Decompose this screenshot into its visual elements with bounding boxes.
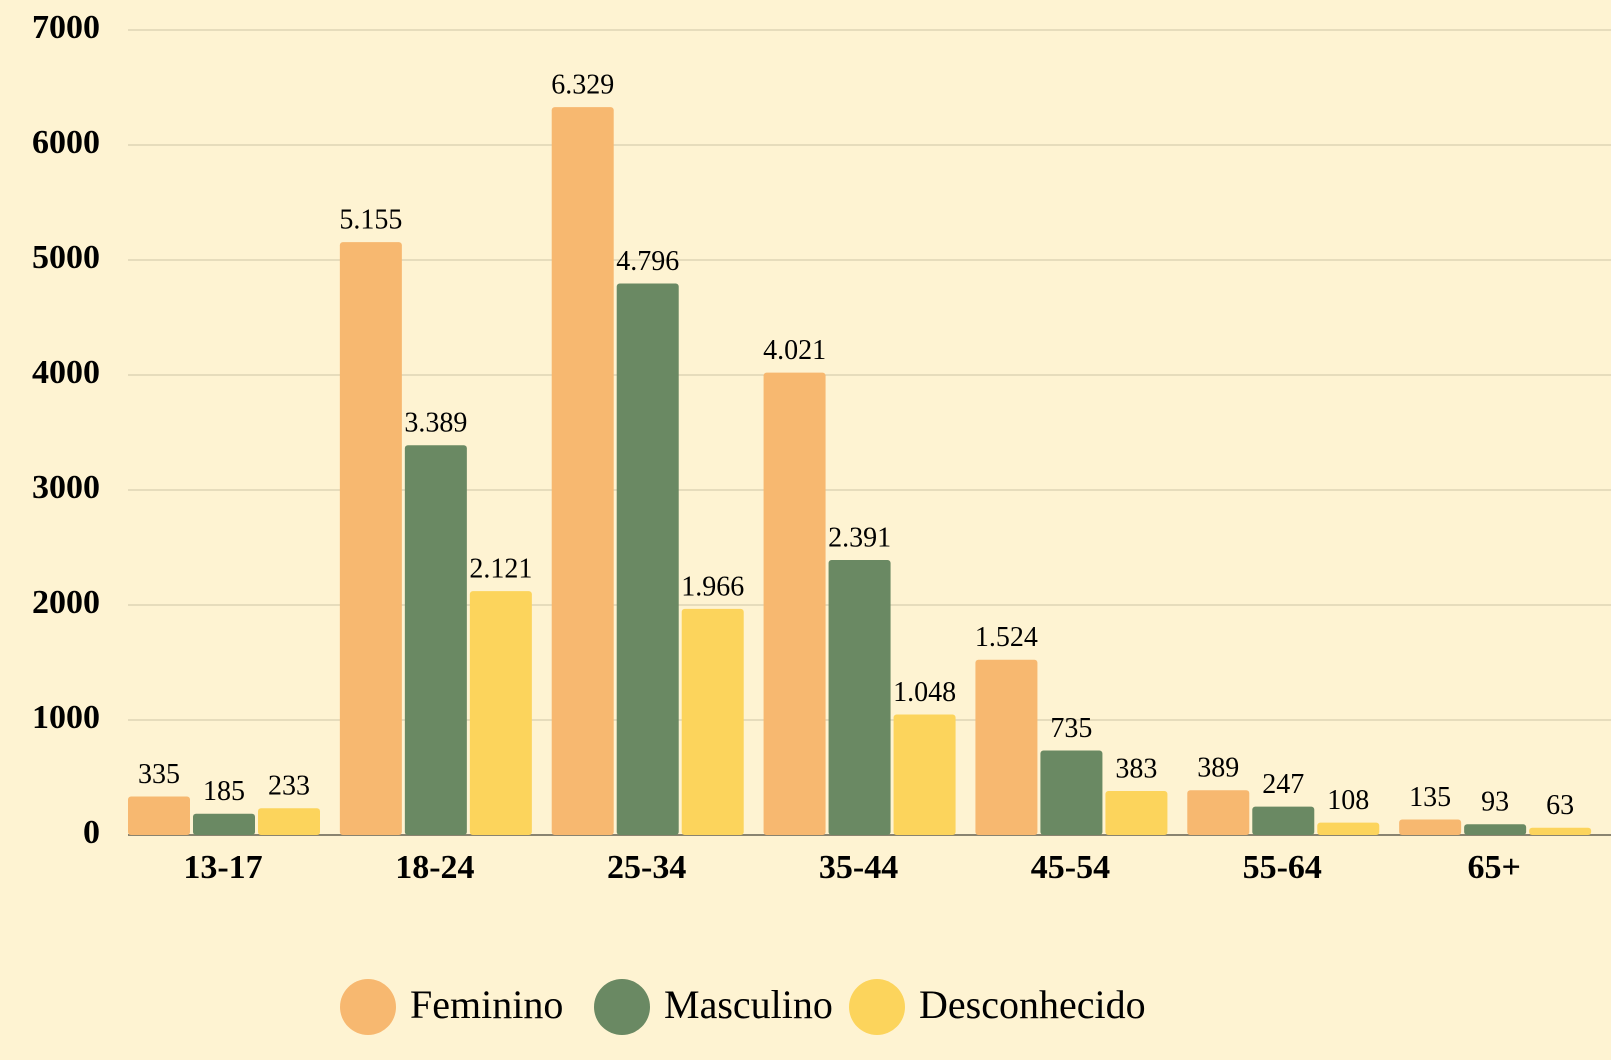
bar — [1529, 827, 1592, 835]
bar — [258, 808, 320, 835]
value-label: 735 — [1050, 713, 1092, 744]
y-tick-label: 1000 — [32, 699, 100, 736]
legend-swatch — [340, 979, 396, 1035]
value-label: 135 — [1409, 782, 1451, 813]
value-label: 389 — [1197, 753, 1239, 784]
value-label: 335 — [138, 759, 180, 790]
bar — [404, 445, 467, 835]
legend-swatch — [594, 979, 650, 1035]
value-label: 4.796 — [616, 246, 679, 277]
bar — [193, 813, 255, 835]
x-tick-label: 65+ — [1467, 849, 1520, 886]
value-label: 185 — [203, 776, 245, 807]
value-label: 1.524 — [975, 622, 1038, 653]
bar — [1464, 824, 1527, 835]
y-tick-label: 7000 — [32, 9, 100, 46]
value-label: 6.329 — [551, 70, 614, 101]
value-label: 4.021 — [763, 335, 826, 366]
x-tick-label: 13-17 — [183, 849, 262, 886]
bar — [893, 714, 956, 835]
value-label: 1.048 — [893, 677, 956, 708]
value-label: 2.391 — [828, 522, 891, 553]
bar — [616, 283, 679, 836]
value-label: 247 — [1262, 769, 1304, 800]
bar — [128, 796, 190, 835]
legend-swatch — [849, 979, 905, 1035]
y-tick-label: 6000 — [32, 124, 100, 161]
x-tick-label: 55-64 — [1243, 849, 1322, 886]
bar — [1252, 806, 1315, 835]
bar — [1317, 822, 1380, 835]
value-label: 63 — [1546, 790, 1574, 821]
value-label: 108 — [1327, 785, 1369, 816]
bar — [763, 372, 826, 835]
bar — [551, 107, 614, 836]
bar — [1040, 750, 1103, 835]
value-label: 93 — [1481, 787, 1509, 818]
bar — [469, 591, 532, 835]
bar — [975, 659, 1038, 835]
legend-label: Masculino — [664, 982, 833, 1027]
x-tick-label: 18-24 — [395, 849, 474, 886]
bar — [828, 560, 891, 835]
bar — [1399, 819, 1462, 835]
legend-label: Desconhecido — [919, 982, 1146, 1027]
value-label: 5.155 — [339, 205, 402, 236]
y-tick-label: 5000 — [32, 239, 100, 276]
y-tick-label: 3000 — [32, 469, 100, 506]
x-tick-label: 25-34 — [607, 849, 686, 886]
value-label: 3.389 — [404, 408, 467, 439]
y-tick-label: 4000 — [32, 354, 100, 391]
x-tick-label: 35-44 — [819, 849, 898, 886]
legend-label: Feminino — [410, 982, 563, 1027]
y-tick-label: 2000 — [32, 584, 100, 621]
bar — [681, 608, 744, 835]
value-label: 233 — [268, 771, 310, 802]
x-tick-label: 45-54 — [1031, 849, 1110, 886]
value-label: 2.121 — [469, 554, 532, 585]
bar — [339, 242, 402, 836]
value-label: 1.966 — [681, 571, 744, 602]
y-tick-label: 0 — [83, 814, 100, 851]
value-label: 383 — [1115, 753, 1157, 784]
bar — [1105, 790, 1168, 835]
bar — [1187, 790, 1250, 835]
